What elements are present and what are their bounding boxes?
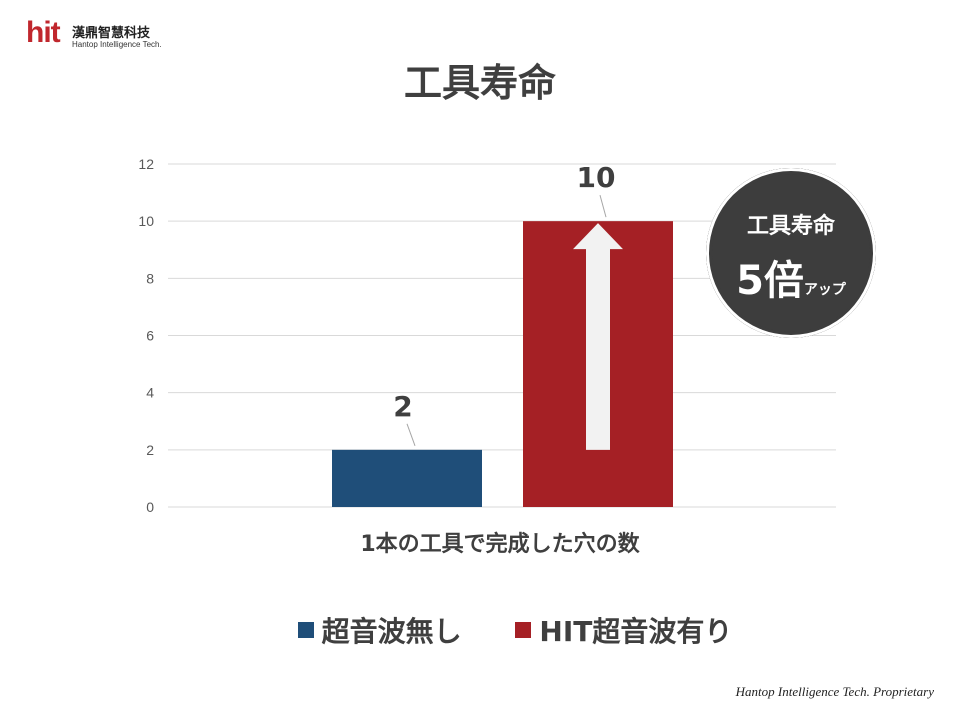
bar — [332, 449, 482, 507]
data-label-leader — [406, 423, 416, 447]
footer-proprietary: Hantop Intelligence Tech. Proprietary — [735, 684, 934, 699]
y-tick-label: 8 — [146, 270, 154, 286]
y-tick-label: 2 — [146, 442, 154, 458]
logo-chinese-name: 漢鼎智慧科技 — [72, 26, 151, 41]
lifespan-badge: 工具寿命 5倍アップ — [706, 168, 876, 338]
y-tick-label: 6 — [146, 328, 154, 344]
data-label: 10 — [577, 161, 616, 194]
legend-label: 超音波無し — [321, 615, 462, 648]
badge-line2: 5倍アップ — [706, 248, 876, 306]
data-label-leader — [599, 195, 607, 218]
chart-legend: 超音波無し HIT超音波有り — [0, 610, 960, 650]
legend-swatch — [297, 622, 314, 638]
y-tick-label: 12 — [138, 156, 154, 172]
logo-mark: hit — [26, 16, 61, 49]
x-axis-label: 1本の工具で完成した穴の数 — [360, 532, 640, 557]
badge-line1: 工具寿命 — [746, 214, 835, 239]
badge-suffix: アップ — [803, 282, 846, 298]
company-logo: hit 漢鼎智慧科技 Hantop Intelligence Tech. — [26, 18, 166, 54]
legend-item-without-ultrasonic: 超音波無し — [297, 610, 462, 650]
data-label: 2 — [393, 390, 412, 423]
y-tick-label: 10 — [138, 213, 154, 229]
badge-multiplier: 5倍 — [736, 258, 804, 304]
legend-label: HIT超音波有り — [539, 615, 733, 648]
y-tick-label: 4 — [146, 385, 154, 401]
legend-swatch — [515, 622, 532, 638]
up-arrow-annotation — [573, 223, 623, 450]
page-title: 工具寿命 — [403, 61, 556, 105]
y-tick-label: 0 — [146, 499, 154, 515]
logo-english-name: Hantop Intelligence Tech. — [72, 40, 162, 49]
legend-item-hit-ultrasonic: HIT超音波有り — [515, 610, 732, 650]
